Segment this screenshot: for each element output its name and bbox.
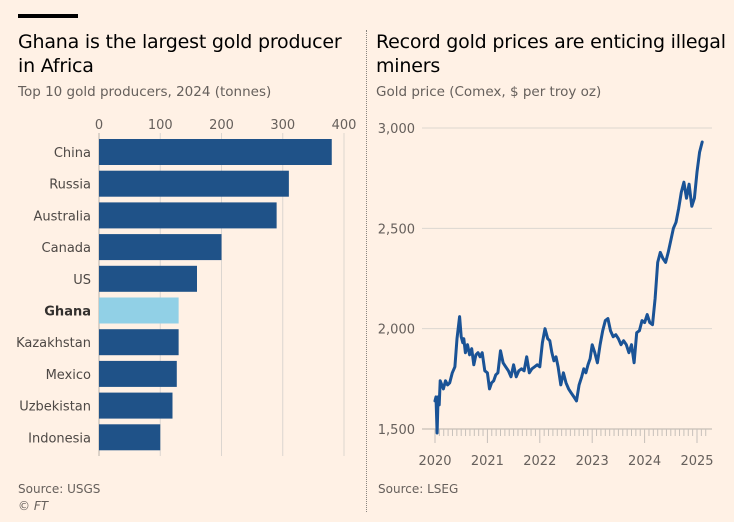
right-chart-title: Record gold prices are enticing illegal … [376,31,726,77]
panel-divider [366,30,367,512]
right-chart-subtitle: Gold price (Comex, $ per troy oz) [376,84,602,100]
x-tick-label: 300 [270,118,295,133]
left-chart-title: Ghana is the largest gold producer in Af… [18,31,342,77]
bar [99,424,161,451]
bar [99,392,173,419]
ft-header-rule [18,14,78,18]
y-tick-label: 2,000 [378,323,415,338]
bar [99,360,177,387]
category-label: Australia [33,209,91,224]
y-tick-label: 1,500 [378,423,415,438]
left-source: Source: USGS [18,482,101,496]
x-tick-label: 2024 [628,454,661,469]
bar [99,170,289,197]
x-tick-label: 2020 [418,454,451,469]
category-label: Kazakhstan [16,336,91,351]
x-tick-label: 400 [332,118,357,133]
x-tick-label: 2025 [680,454,713,469]
bar [99,329,179,356]
bar [99,139,332,165]
y-tick-label: 3,000 [378,122,415,137]
line-chart: 1,500 2,000 2,500 3,000 2020 2021 2022 2023 202… [378,122,714,469]
bar [99,234,222,261]
x-tick-label: 0 [95,118,103,133]
bar [99,297,179,324]
bar [99,202,277,229]
left-chart-subtitle: Top 10 gold producers, 2024 (tonnes) [18,84,272,100]
category-label: Indonesia [28,431,91,446]
gold-price-line [433,140,704,435]
category-label: Uzbekistan [19,400,91,415]
category-label: Mexico [46,368,91,383]
x-tick-label: 2022 [523,454,556,469]
x-tick-label: 2023 [576,454,609,469]
category-label: Russia [49,178,91,193]
category-label: US [73,273,91,288]
y-tick-label: 2,500 [378,222,415,237]
x-tick-label: 200 [209,118,234,133]
x-tick-label: 100 [148,118,173,133]
category-label: Canada [42,241,91,256]
ft-credit: © FT [18,499,49,513]
x-tick-label: 2021 [471,454,504,469]
right-source: Source: LSEG [378,482,459,496]
category-label: China [54,146,91,161]
bar-chart: 0 100 200 300 400 China Russia Australia Canada… [16,118,357,456]
category-label: Ghana [44,305,91,320]
bar [99,265,197,292]
